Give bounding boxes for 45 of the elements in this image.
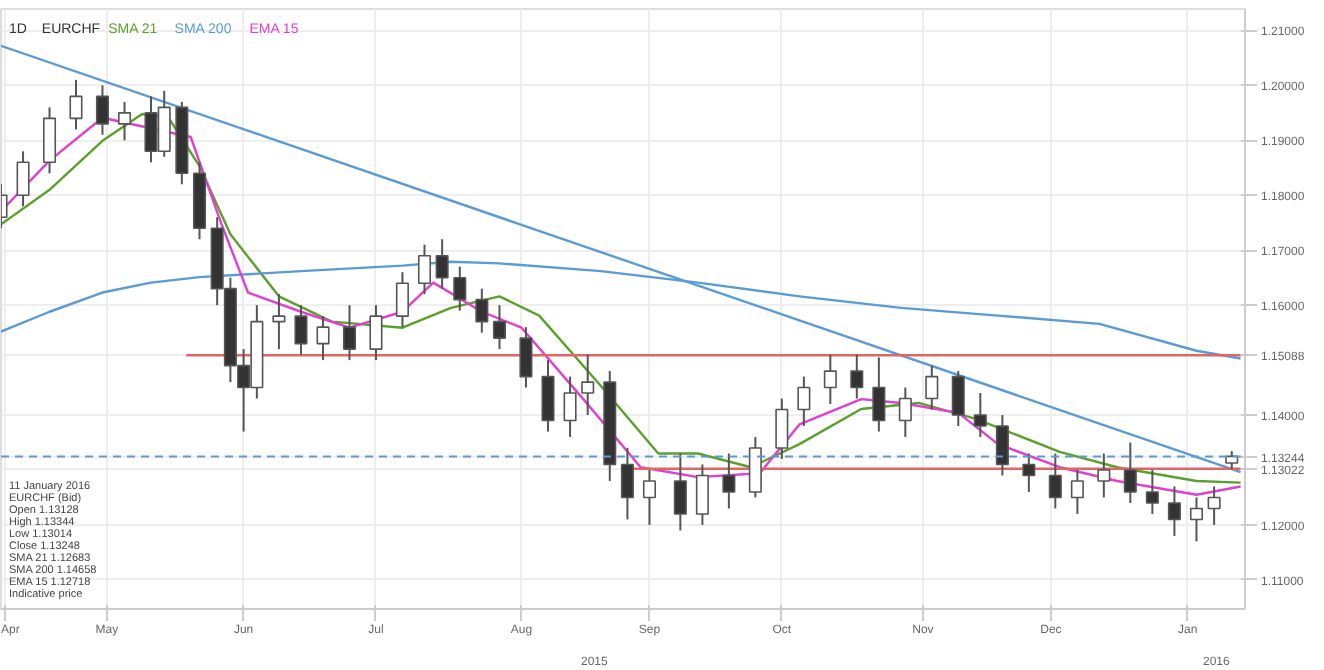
candlestick xyxy=(995,414,1009,477)
candlestick xyxy=(453,265,467,312)
candlestick xyxy=(823,353,837,406)
candlestick xyxy=(16,150,30,208)
candlestick xyxy=(642,468,656,526)
candlestick xyxy=(1167,485,1181,537)
candlestick xyxy=(797,375,811,428)
candlestick xyxy=(1022,452,1036,493)
candlestick xyxy=(695,463,709,526)
candlestick xyxy=(673,452,687,532)
candlestick xyxy=(492,304,507,351)
candlestick xyxy=(117,100,132,142)
candlestick xyxy=(748,436,762,499)
candlestick xyxy=(395,271,409,329)
candlestick xyxy=(541,359,555,433)
candlestick xyxy=(69,78,83,131)
candlestick xyxy=(973,392,987,439)
candlestick xyxy=(850,353,864,400)
candlestick xyxy=(925,364,939,411)
candlestick xyxy=(1048,452,1062,510)
candlestick xyxy=(342,304,357,362)
candlestick xyxy=(519,326,533,389)
candlestick xyxy=(563,375,577,439)
candlestick xyxy=(1189,496,1204,543)
candlestick xyxy=(95,84,109,136)
candlestick xyxy=(435,238,449,290)
candlestick xyxy=(775,397,789,460)
candlestick xyxy=(1145,468,1159,515)
candlestick xyxy=(294,304,308,356)
candlestick xyxy=(475,287,489,334)
candlestick xyxy=(951,370,965,428)
candlestick xyxy=(369,304,383,362)
candlestick xyxy=(1207,485,1221,526)
candlestick xyxy=(316,315,330,362)
candlestick xyxy=(417,243,432,296)
candlestick xyxy=(1123,441,1137,504)
candlestick xyxy=(620,447,634,521)
candlestick xyxy=(898,386,912,439)
candlestick xyxy=(1070,468,1084,515)
candlestick xyxy=(722,452,736,510)
candlestick xyxy=(872,356,886,433)
candlestick xyxy=(42,106,57,175)
candlestick xyxy=(581,353,595,417)
candlestick xyxy=(1097,452,1111,499)
candlestick xyxy=(272,293,286,351)
